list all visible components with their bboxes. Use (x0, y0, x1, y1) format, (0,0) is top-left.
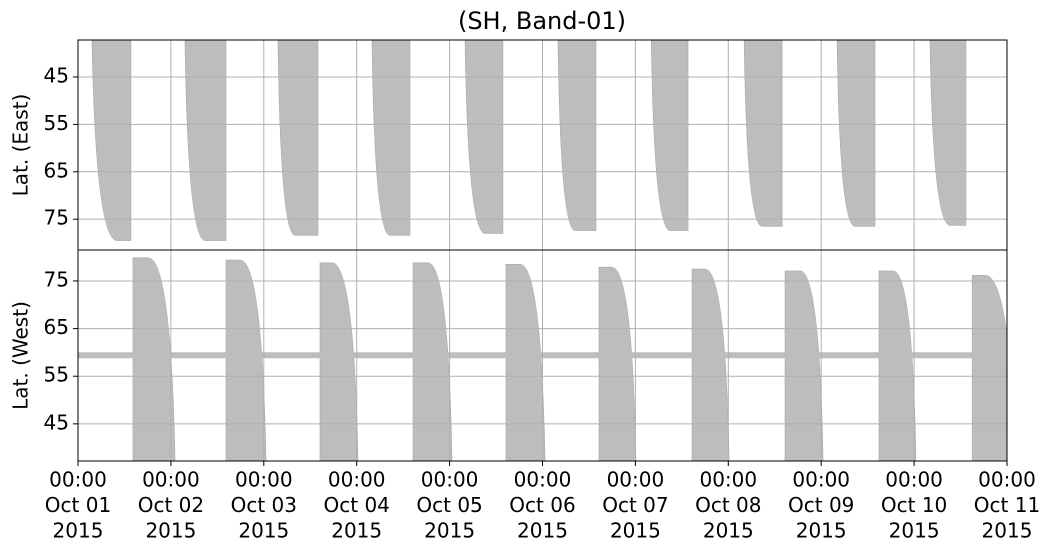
y-tick-label: 75 (44, 267, 69, 291)
y-axis-label: Lat. (West) (9, 301, 33, 410)
x-tick-label: 00:00 (699, 468, 757, 492)
x-tick-label: 2015 (53, 519, 104, 543)
x-tick-label: 2015 (145, 519, 196, 543)
x-tick-label: Oct 09 (788, 493, 854, 517)
x-tick-label: 00:00 (49, 468, 107, 492)
x-tick-label: Oct 01 (45, 493, 111, 517)
coverage-lobe (557, 40, 597, 231)
coverage-lobe (225, 259, 267, 461)
coverage-lobe (836, 40, 876, 227)
coverage-lobe (319, 262, 359, 461)
x-tick-label: 00:00 (978, 468, 1036, 492)
coverage-lobe (91, 40, 132, 241)
coverage-lobe (929, 40, 967, 226)
x-tick-label: 2015 (796, 519, 847, 543)
coverage-lobe (505, 263, 546, 461)
y-tick-label: 75 (44, 206, 69, 230)
plot-area (91, 40, 967, 241)
coverage-lobe (650, 40, 689, 231)
x-tick-label: Oct 08 (695, 493, 761, 517)
x-tick-label: Oct 11 (974, 493, 1040, 517)
coverage-lobe (371, 40, 411, 236)
coverage-lobe (277, 40, 319, 236)
x-tick-label: Oct 02 (138, 493, 204, 517)
x-tick-label: 2015 (424, 519, 475, 543)
coverage-lobe (971, 274, 1007, 461)
coverage-lobe (132, 257, 176, 461)
x-tick-label: 2015 (610, 519, 661, 543)
x-tick-label: 00:00 (607, 468, 665, 492)
x-tick-label: Oct 10 (881, 493, 947, 517)
plot-area (78, 257, 1007, 461)
coverage-lobe (412, 262, 453, 461)
x-tick-label: 00:00 (792, 468, 850, 492)
y-axis-label: Lat. (East) (9, 94, 33, 197)
coverage-lobe (743, 40, 783, 227)
x-tick-label: 00:00 (514, 468, 572, 492)
coverage-lobe (878, 270, 917, 461)
chart-title: (SH, Band-01) (458, 7, 626, 35)
x-tick-label: 00:00 (421, 468, 479, 492)
x-tick-label: 00:00 (235, 468, 293, 492)
y-tick-label: 45 (44, 410, 69, 434)
x-tick-label: Oct 05 (416, 493, 482, 517)
y-tick-label: 65 (44, 158, 69, 182)
y-tick-label: 55 (44, 111, 69, 135)
x-tick-label: 2015 (703, 519, 754, 543)
x-tick-label: 00:00 (328, 468, 386, 492)
x-tick-label: Oct 04 (324, 493, 390, 517)
x-tick-label: 2015 (331, 519, 382, 543)
x-tick-label: 00:00 (885, 468, 943, 492)
x-tick-label: Oct 03 (231, 493, 297, 517)
x-tick-label: Oct 06 (509, 493, 575, 517)
x-tick-label: 2015 (982, 519, 1033, 543)
coverage-lobe (464, 40, 504, 234)
coverage-lobe (784, 270, 824, 461)
coverage-lobe (691, 268, 730, 461)
x-tick-label: Oct 07 (602, 493, 668, 517)
coverage-lobe (598, 266, 637, 461)
y-tick-label: 55 (44, 363, 69, 387)
x-tick-label: 2015 (889, 519, 940, 543)
x-tick-label: 2015 (238, 519, 289, 543)
y-tick-label: 65 (44, 315, 69, 339)
x-tick-label: 2015 (517, 519, 568, 543)
x-tick-label: 00:00 (142, 468, 200, 492)
coverage-lobe (184, 40, 227, 241)
y-tick-label: 45 (44, 63, 69, 87)
